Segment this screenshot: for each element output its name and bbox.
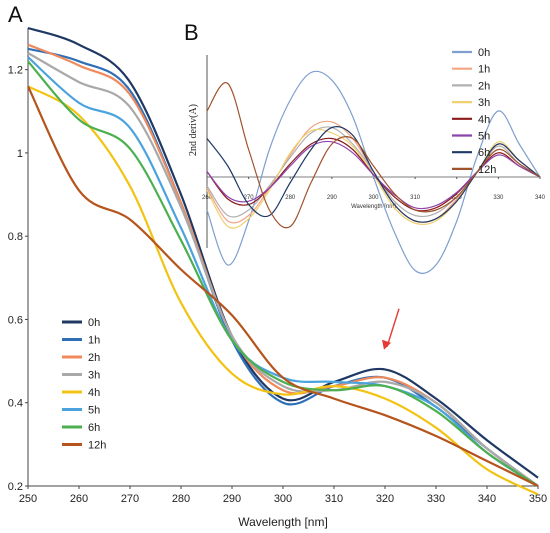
legend-label-3h: 3h [88,370,100,382]
inset-legend-label-6h: 6h [478,147,490,159]
inset-legend-label-3h: 3h [478,97,490,109]
y-tick-label: 0.6 [8,314,23,326]
y-tick-label: 0.2 [8,481,23,493]
x-tick-label: 310 [325,493,343,505]
legend: 0h 1h 2h 3h 4h 5h 6h 12h [62,317,106,452]
inset-x-axis-label: Wavelength [nm] [351,204,396,210]
inset-x-tick-label: 280 [285,195,296,201]
inset-x-tick-label: 340 [535,195,546,201]
legend-label-6h: 6h [88,422,100,434]
legend-label-12h: 12h [88,440,106,452]
series-line-6h [27,60,539,487]
series-line-3h [27,52,539,487]
x-tick-label: 350 [529,493,547,505]
inset-legend-label-4h: 4h [478,114,490,126]
legend-label-1h: 1h [88,335,100,347]
x-tick-label: 300 [274,493,292,505]
annotation-arrow-shaft [386,308,400,347]
x-tick-label: 330 [427,493,445,505]
inset-series-line-12h [206,82,541,229]
x-axis-label: Wavelength [nm] [238,515,328,529]
y-tick-label: 1 [17,148,23,160]
x-tick-label: 260 [70,493,88,505]
series-line-0h [27,26,539,479]
x-tick-label: 280 [172,493,190,505]
inset-legend-label-2h: 2h [478,80,490,92]
series-line-12h [27,85,539,487]
x-tick-label: 340 [478,493,496,505]
inset-panel-label: B [184,20,199,45]
inset-legend-label-0h: 0h [478,47,490,59]
inset-series-line-5h [206,140,541,210]
inset-legend-label-1h: 1h [478,64,490,76]
series-line-4h [27,85,539,496]
legend-label-2h: 2h [88,352,100,364]
inset-x-tick-label: 290 [327,195,338,201]
legend-label-0h: 0h [88,317,100,329]
inset-series-line-0h [206,70,541,274]
inset-legend-label-5h: 5h [478,131,490,143]
inset-x-tick-label: 310 [410,195,421,201]
x-tick-label: 290 [223,493,241,505]
x-tick-label: 250 [19,493,37,505]
panel-a: 250 260 270 280 290 300 310 320 330 340 350 0.2 0.4 0… [8,2,547,529]
inset-x-tick-label: 300 [368,195,379,201]
panel-label: A [8,2,23,27]
x-tick-label: 270 [121,493,139,505]
x-tick-label: 320 [376,493,394,505]
y-tick-label: 0.8 [8,231,23,243]
y-tick-label: 1.2 [8,65,23,77]
y-tick-label: 0.4 [8,398,23,410]
inset-legend: 0h 1h 2h 3h 4h 5h 6h 12h [452,47,496,176]
inset-x-tick-label: 260 [202,195,213,201]
inset-legend-label-12h: 12h [478,164,496,176]
series-line-5h [27,56,539,487]
inset-x-tick-label: 270 [244,195,255,201]
annotation-arrow-head [382,339,391,350]
inset-series-line-6h [206,126,541,223]
inset-y-axis-label: 2nd deriv(A) [188,104,199,156]
legend-label-5h: 5h [88,405,100,417]
legend-label-4h: 4h [88,387,100,399]
inset-x-tick-label: 330 [493,195,504,201]
